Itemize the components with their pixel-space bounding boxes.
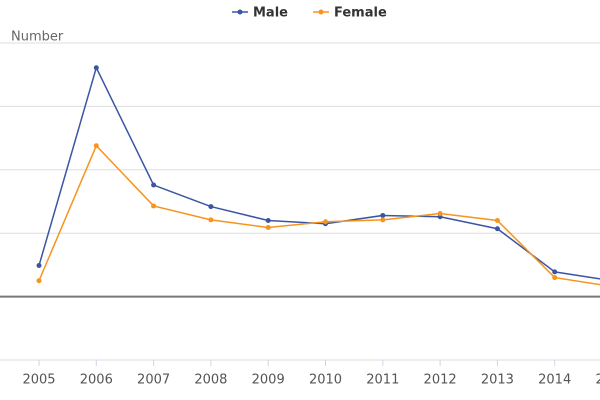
point	[208, 217, 214, 223]
legend-marker	[318, 9, 324, 15]
point	[208, 204, 214, 210]
point	[36, 278, 42, 284]
x-tick-label: 2008	[194, 373, 227, 388]
point	[36, 263, 42, 269]
legend-marker	[237, 9, 243, 15]
point	[93, 143, 99, 149]
point	[494, 226, 500, 232]
point	[552, 269, 558, 275]
x-tick-label: 2010	[309, 373, 342, 388]
point	[151, 182, 157, 188]
x-tick-label: 2013	[481, 373, 514, 388]
point	[437, 211, 443, 217]
point	[494, 218, 500, 224]
legend-label: Male	[253, 6, 288, 21]
point	[380, 212, 386, 218]
point	[380, 217, 386, 223]
y-axis-label: Number	[11, 30, 64, 45]
point	[93, 65, 99, 71]
point	[151, 203, 157, 209]
point	[323, 219, 328, 225]
legend-item: Female	[313, 6, 387, 21]
point	[265, 218, 271, 224]
series-line	[38, 144, 600, 286]
point	[265, 224, 271, 230]
x-tick-label: 2015	[595, 373, 600, 388]
x-tick-label: 2005	[22, 373, 55, 388]
x-tick-label: 2007	[137, 373, 170, 388]
x-tick-label: 2011	[366, 373, 399, 388]
x-tick-label: 2012	[424, 373, 457, 388]
x-tick-label: 2006	[80, 373, 113, 388]
x-tick-label: 2014	[538, 373, 571, 388]
x-tick-label: 2009	[252, 373, 285, 388]
legend-label: Female	[334, 6, 387, 21]
legend-item: Male	[232, 6, 288, 21]
point	[552, 275, 558, 281]
